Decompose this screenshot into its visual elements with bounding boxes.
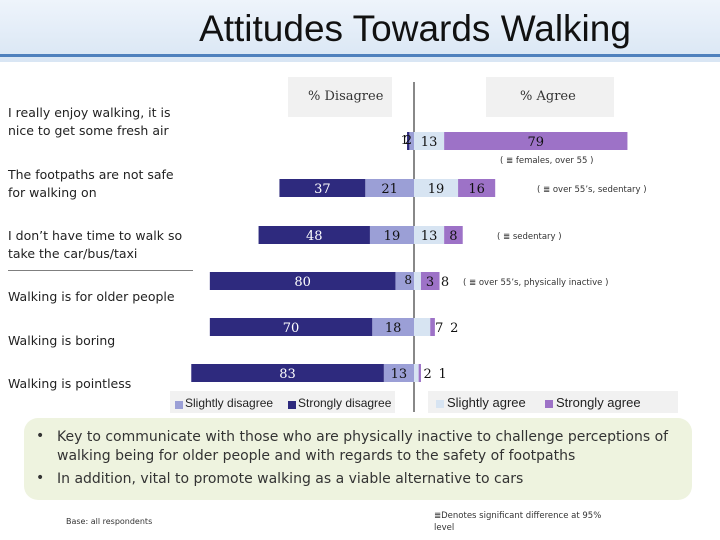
bullet-dot: • xyxy=(36,470,45,486)
bar-slightly-agree xyxy=(414,364,419,382)
bar-strongly-agree xyxy=(420,272,440,290)
value-label-strongly-agree: 8 xyxy=(441,275,449,290)
bar-strongly-disagree xyxy=(209,318,373,336)
significance-note: ≣Denotes significant difference at 95% l… xyxy=(434,511,602,533)
bar-strongly-disagree xyxy=(209,272,396,290)
statement-label: Walking is boring xyxy=(8,333,116,348)
bar-strongly-agree xyxy=(444,132,628,150)
value-label-strongly-disagree: 1 xyxy=(401,133,409,147)
bar-slightly-disagree xyxy=(395,272,414,290)
value-label-slightly-disagree: 2 xyxy=(404,133,412,147)
value-label-slightly-agree: 7 xyxy=(435,321,443,336)
bar-slightly-disagree xyxy=(365,179,414,197)
strongly-agree-swatch xyxy=(545,400,553,408)
slightly-agree-swatch xyxy=(436,400,444,408)
legend-strongly-agree: Strongly agree xyxy=(556,395,641,410)
bar-slightly-agree xyxy=(414,272,421,290)
disagree-legend-box xyxy=(170,391,395,413)
diverging-bar-chart: 12 13 79( ≣ females, over 55 )37 21 19 16( ≣ … xyxy=(191,82,647,412)
separator-line xyxy=(8,270,193,271)
bar-slightly-agree xyxy=(414,318,431,336)
bar-strongly-agree xyxy=(430,318,435,336)
bar-slightly-disagree xyxy=(383,364,414,382)
value-label-strongly-agree: 79 xyxy=(528,135,545,150)
finding-bullet: Key to communicate with those who are ph… xyxy=(57,429,669,464)
value-label-strongly-agree: 16 xyxy=(468,182,485,197)
bar-slightly-disagree xyxy=(369,226,414,244)
agree-header: % Agree xyxy=(520,89,576,104)
bar-slightly-disagree xyxy=(409,132,414,150)
agree-legend-box xyxy=(428,391,678,413)
value-label-strongly-disagree: 37 xyxy=(314,182,331,197)
slightly-disagree-swatch xyxy=(175,401,183,409)
legend-slightly-agree: Slightly agree xyxy=(447,395,526,410)
bar-strongly-disagree xyxy=(258,226,370,244)
value-label-strongly-disagree: 83 xyxy=(279,367,296,382)
statement-label: The footpaths are not safe for walking o… xyxy=(8,167,174,200)
bar-strongly-disagree xyxy=(407,132,410,150)
key-findings-box xyxy=(24,418,692,500)
bar-slightly-disagree xyxy=(372,318,414,336)
value-label-strongly-agree: 2 xyxy=(450,321,458,336)
value-label-slightly-agree: 3 xyxy=(426,275,434,290)
value-label-slightly-disagree: 13 xyxy=(391,367,408,382)
annotation-label: ( ≣ females, over 55 ) xyxy=(500,156,593,166)
strongly-disagree-swatch xyxy=(288,401,296,409)
annotation-label: ( ≣ sedentary ) xyxy=(497,232,562,242)
bar-strongly-agree xyxy=(458,179,496,197)
value-label-strongly-disagree: 80 xyxy=(294,275,311,290)
bar-slightly-agree xyxy=(414,226,445,244)
bar-strongly-disagree xyxy=(279,179,366,197)
statement-label: Walking is for older people xyxy=(8,289,175,304)
bar-strongly-agree xyxy=(418,364,421,382)
bullet-dot: • xyxy=(36,428,45,444)
title-band xyxy=(0,0,720,62)
value-label-strongly-disagree: 48 xyxy=(306,229,323,244)
bar-strongly-disagree xyxy=(191,364,384,382)
title-rule xyxy=(0,54,720,57)
annotation-label: ( ≣ over 55’s, physically inactive ) xyxy=(463,278,608,288)
value-label-slightly-disagree: 18 xyxy=(385,321,402,336)
page-title: Attitudes Towards Walking xyxy=(199,8,631,49)
value-label-slightly-disagree: 21 xyxy=(381,182,398,197)
agree-header-box xyxy=(486,77,614,117)
finding-bullet: In addition, vital to promote walking as… xyxy=(57,471,524,487)
value-label-strongly-agree: 1 xyxy=(438,367,446,382)
bar-strongly-agree xyxy=(444,226,463,244)
legend-slightly-disagree: Slightly disagree xyxy=(185,396,274,410)
bar-slightly-agree xyxy=(414,132,445,150)
disagree-header-box xyxy=(288,77,392,117)
legend-strongly-disagree: Strongly disagree xyxy=(298,396,392,410)
annotation-label: ( ≣ over 55’s, sedentary ) xyxy=(537,185,647,195)
value-label-slightly-agree: 13 xyxy=(421,135,438,150)
value-label-slightly-agree: 13 xyxy=(421,229,438,244)
value-label-slightly-disagree: 19 xyxy=(384,229,401,244)
statement-label: I don’t have time to walk so take the ca… xyxy=(8,228,183,261)
value-label-slightly-agree: 2 xyxy=(423,367,431,382)
value-label-strongly-agree: 8 xyxy=(449,229,457,244)
value-label-strongly-disagree: 70 xyxy=(283,321,300,336)
statement-label: I really enjoy walking, it is nice to ge… xyxy=(8,105,171,138)
statement-label: Walking is pointless xyxy=(8,376,132,391)
bar-slightly-agree xyxy=(414,179,459,197)
value-label-slightly-agree: 19 xyxy=(428,182,445,197)
value-label-slightly-disagree: 8 xyxy=(404,273,412,287)
base-note: Base: all respondents xyxy=(66,517,153,526)
disagree-header: % Disagree xyxy=(308,89,384,104)
